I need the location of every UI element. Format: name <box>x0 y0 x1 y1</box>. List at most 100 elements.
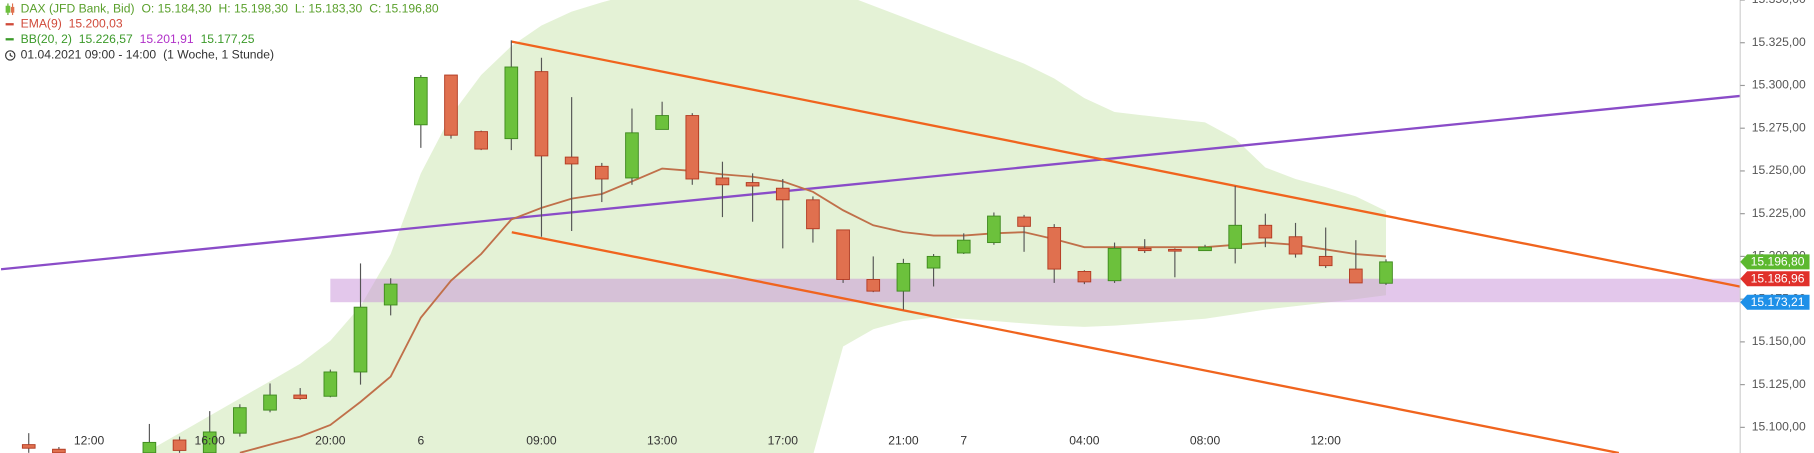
legend-text: BB(20, 2) <box>21 32 72 46</box>
y-tick-label: 15.100,00 <box>1752 420 1806 434</box>
candle-body <box>1288 236 1303 255</box>
price-tag-label: 15.196,80 <box>1751 255 1805 269</box>
x-tick-label: 20:00 <box>315 434 346 448</box>
candle-body <box>956 239 971 254</box>
candle-body <box>1258 224 1273 239</box>
x-tick-label: 09:00 <box>526 434 557 448</box>
candle-body <box>715 177 730 186</box>
x-axis: 12:00 16:00 20:00 6 09:00 13:00 17:00 21:00 7 04:… <box>74 434 1341 448</box>
candle-body <box>655 115 669 130</box>
x-tick-label: 12:00 <box>1311 434 1342 448</box>
legend-text: (1 Woche, 1 Stunde) <box>163 48 274 62</box>
candle-body <box>564 156 579 165</box>
legend-text: EMA(9) <box>21 16 62 30</box>
trend-line <box>511 231 1620 453</box>
candle-body <box>685 115 700 180</box>
candle-body <box>142 441 157 453</box>
candle-body <box>1379 261 1393 284</box>
legend-text: L: 15.183,30 <box>295 1 363 15</box>
x-tick-label: 12:00 <box>74 434 105 448</box>
candle-body <box>504 66 519 140</box>
y-tick-label: 15.350,00 <box>1752 0 1806 6</box>
y-tick-label: 15.125,00 <box>1752 377 1806 391</box>
candle-layer <box>21 40 1393 453</box>
ema-line <box>239 167 1387 453</box>
price-tag-label: 15.186,96 <box>1751 271 1805 285</box>
price-tag-label: 15.173,21 <box>1751 295 1805 309</box>
candle-body <box>745 182 760 187</box>
legend-text: 15.177,25 <box>201 32 255 46</box>
candle-body <box>836 229 850 280</box>
clock-icon <box>5 50 16 61</box>
candle-body <box>293 394 308 399</box>
candle-body <box>1349 268 1363 284</box>
price-tag <box>1740 254 1810 270</box>
candle-body <box>926 255 941 269</box>
candle-body <box>775 187 790 201</box>
y-tick-label: 15.275,00 <box>1752 120 1806 134</box>
x-tick-label: 7 <box>960 434 967 448</box>
trend-line <box>511 40 1741 288</box>
x-tick-label: 21:00 <box>888 434 919 448</box>
y-tick-label: 15.250,00 <box>1752 163 1806 177</box>
candle-body <box>172 439 187 451</box>
bb-icon <box>5 38 14 41</box>
candle-body <box>1168 248 1182 252</box>
legend-text: DAX (JFD Bank, Bid) <box>21 1 135 15</box>
legend-text: 15.226,57 <box>79 32 133 46</box>
candle-body <box>1137 247 1152 252</box>
ema-layer <box>239 167 1387 453</box>
candle-body <box>383 283 398 306</box>
legend-text: H: 15.198,30 <box>219 1 289 15</box>
candle-icon <box>5 3 15 16</box>
candle-body <box>353 306 368 373</box>
x-tick-label: 16:00 <box>195 434 226 448</box>
ema-icon <box>5 23 14 26</box>
candle-body <box>52 448 66 453</box>
plot-area: 12:00 16:00 20:00 6 09:00 13:00 17:00 21:00 7 04:… <box>1 0 1741 453</box>
candle-body <box>1198 246 1212 252</box>
candle-body <box>1318 255 1333 267</box>
y-tick-label: 15.150,00 <box>1752 334 1806 348</box>
candle-body <box>866 279 881 292</box>
legend: DAX (JFD Bank, Bid) O: 15.184,30 H: 15.198… <box>5 1 439 62</box>
candle-body <box>323 371 338 397</box>
bollinger-band <box>149 0 1387 453</box>
legend-text: 15.201,91 <box>140 32 194 46</box>
candle-body <box>21 444 36 449</box>
candle-body <box>625 132 639 179</box>
candle-body <box>1047 227 1062 270</box>
price-tags: 15.196,80 15.186,96 15.173,21 <box>1740 254 1810 310</box>
candle-body <box>414 76 428 126</box>
y-axis: 15.100,0015.125,0015.150,0015.175,0015.2… <box>1740 0 1806 434</box>
price-tag <box>1740 294 1810 310</box>
legend-text: C: 15.196,80 <box>369 1 439 15</box>
candle-body <box>806 199 820 230</box>
candle-body <box>1107 247 1122 282</box>
candle-body <box>987 215 1001 244</box>
candle-body <box>474 131 488 150</box>
candle-body <box>233 407 247 434</box>
candle-body <box>1228 224 1243 249</box>
legend-text: 01.04.2021 09:00 - 14:00 <box>21 48 157 62</box>
legend-text: 15.200,03 <box>69 16 123 30</box>
candle-body <box>1077 270 1092 283</box>
x-tick-label: 6 <box>417 434 424 448</box>
price-zone <box>330 278 1741 303</box>
y-tick-label: 15.225,00 <box>1752 206 1806 220</box>
candle-body <box>444 74 458 136</box>
candle-body <box>1017 216 1031 227</box>
x-tick-label: 08:00 <box>1190 434 1221 448</box>
legend-text: O: 15.184,30 <box>141 1 211 15</box>
price-tag <box>1740 271 1810 287</box>
candle-body <box>534 71 549 157</box>
y-tick-label: 15.300,00 <box>1752 78 1806 92</box>
candle-body <box>896 262 911 292</box>
candle-body <box>594 165 609 180</box>
zone-layer <box>330 278 1741 303</box>
band-layer <box>149 0 1387 453</box>
trend-line <box>1 94 1741 271</box>
x-tick-label: 17:00 <box>768 434 799 448</box>
y-tick-label: 15.325,00 <box>1752 35 1806 49</box>
